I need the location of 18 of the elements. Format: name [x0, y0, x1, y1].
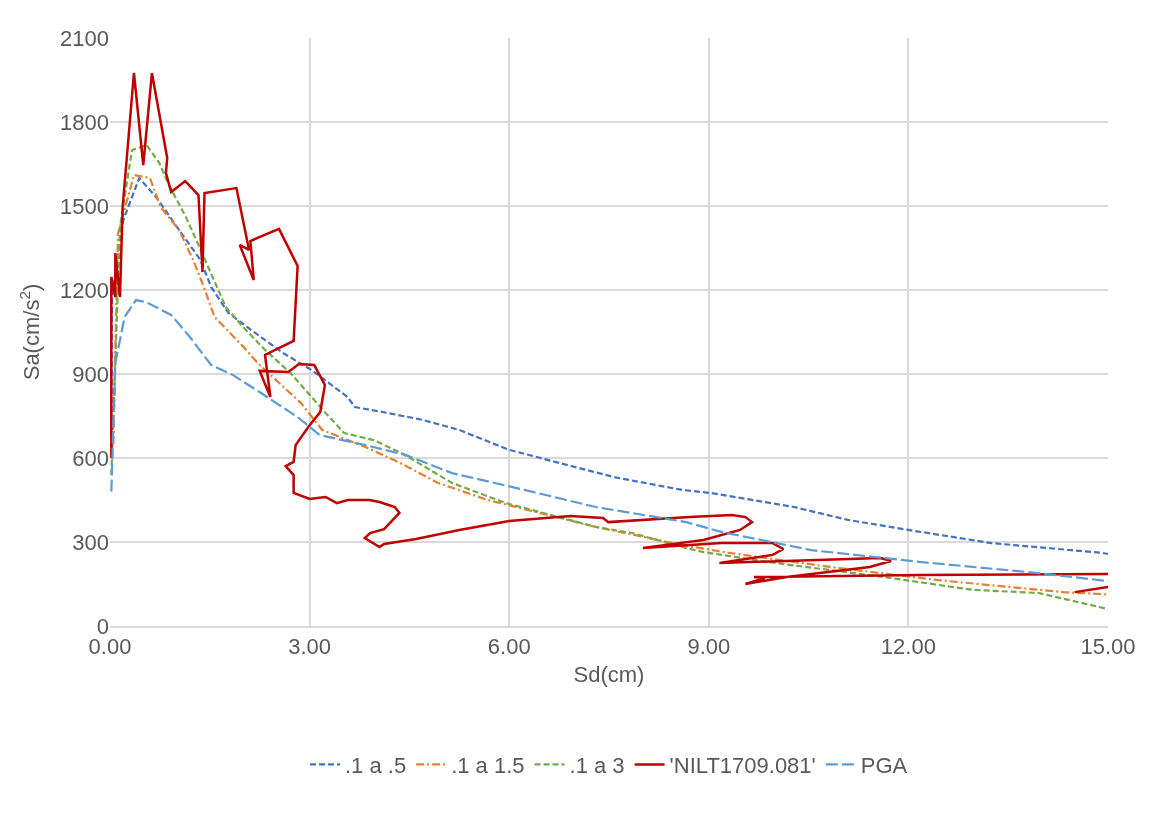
- y-tick-label: 1200: [60, 277, 109, 303]
- x-tick-label: 15.00: [1080, 634, 1136, 660]
- x-tick-label: 3.00: [288, 634, 332, 660]
- x-tick-label: 12.00: [880, 634, 936, 660]
- x-axis-title: Sd(cm): [573, 661, 645, 687]
- legend-label: PGA: [860, 752, 908, 778]
- x-tick-label: 9.00: [687, 634, 731, 660]
- y-tick-label: 900: [72, 361, 109, 387]
- legend-label: .1 a 1.5: [451, 752, 525, 778]
- y-tick-label: 2100: [60, 25, 109, 51]
- y-tick-label: 600: [72, 445, 109, 471]
- y-tick-label: 300: [72, 529, 109, 555]
- x-tick-label: 6.00: [487, 634, 531, 660]
- legend-label: .1 a 3: [569, 752, 625, 778]
- legend-label: .1 a .5: [345, 752, 407, 778]
- y-tick-label: 1500: [60, 193, 109, 219]
- legend-label: 'NILT1709.081': [669, 752, 816, 778]
- y-tick-label: 1800: [60, 109, 109, 135]
